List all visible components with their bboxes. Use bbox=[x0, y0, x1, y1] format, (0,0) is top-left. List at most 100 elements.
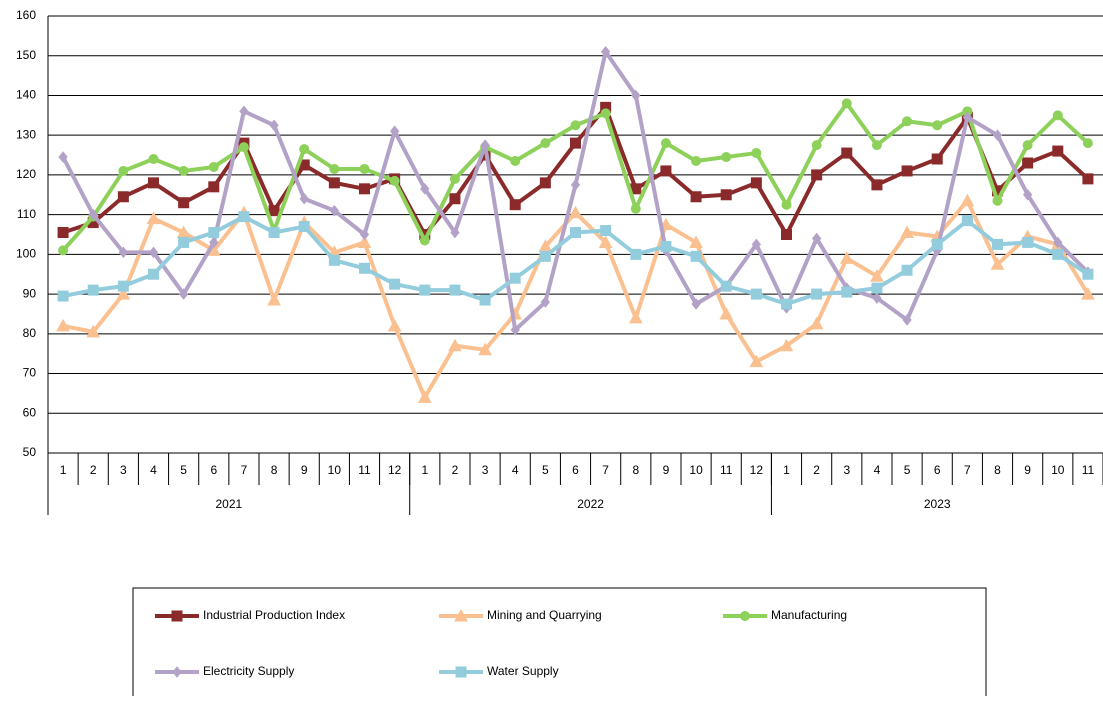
y-tick-label: 100 bbox=[16, 247, 36, 261]
point bbox=[600, 225, 612, 237]
point bbox=[750, 288, 762, 300]
point bbox=[1052, 145, 1064, 157]
point bbox=[721, 152, 732, 163]
point bbox=[781, 229, 792, 240]
point bbox=[962, 111, 972, 124]
x-tick-label: 7 bbox=[241, 463, 248, 477]
point bbox=[87, 284, 99, 296]
legend-label: Manufacturing bbox=[771, 608, 847, 622]
point bbox=[992, 238, 1003, 250]
legend-label: Electricity Supply bbox=[203, 664, 294, 678]
point bbox=[148, 268, 159, 280]
point bbox=[990, 257, 1005, 270]
point bbox=[809, 316, 824, 330]
point bbox=[56, 318, 70, 332]
point bbox=[568, 205, 583, 219]
point bbox=[328, 254, 340, 266]
point bbox=[208, 161, 219, 172]
point bbox=[871, 282, 883, 294]
point bbox=[510, 156, 521, 167]
point bbox=[417, 390, 432, 403]
point bbox=[660, 240, 672, 252]
point bbox=[811, 169, 823, 181]
x-tick-label: 6 bbox=[210, 463, 217, 477]
point bbox=[902, 116, 913, 127]
x-tick-label: 6 bbox=[572, 463, 579, 477]
point bbox=[509, 272, 521, 284]
y-tick-label: 120 bbox=[16, 167, 36, 181]
point bbox=[839, 251, 854, 264]
x-tick-label: 12 bbox=[750, 463, 764, 477]
x-tick-label: 4 bbox=[512, 463, 519, 477]
y-tick-label: 80 bbox=[23, 326, 37, 340]
x-tick-label: 8 bbox=[632, 463, 639, 477]
point bbox=[720, 189, 732, 201]
point bbox=[479, 294, 491, 306]
point bbox=[86, 324, 101, 338]
point bbox=[238, 142, 249, 153]
point bbox=[1022, 236, 1034, 248]
point bbox=[179, 288, 189, 300]
point bbox=[509, 199, 521, 211]
point bbox=[329, 204, 339, 217]
point bbox=[178, 197, 190, 209]
x-tick-label: 3 bbox=[482, 463, 489, 477]
point bbox=[448, 338, 462, 352]
x-tick-label: 10 bbox=[689, 463, 703, 477]
point bbox=[1082, 138, 1093, 149]
legend-label: Industrial Production Index bbox=[203, 608, 345, 622]
point bbox=[449, 173, 460, 184]
point bbox=[931, 238, 943, 250]
point bbox=[117, 191, 129, 203]
legend-label: Mining and Quarrying bbox=[487, 608, 602, 622]
point bbox=[299, 144, 310, 155]
point bbox=[239, 105, 249, 118]
point bbox=[570, 120, 581, 131]
legend-box bbox=[132, 587, 987, 701]
legend-label: Water Supply bbox=[487, 664, 559, 678]
point bbox=[628, 310, 643, 324]
x-tick-label: 1 bbox=[60, 463, 67, 477]
point bbox=[811, 140, 822, 151]
legend-marker bbox=[740, 611, 750, 621]
point bbox=[510, 324, 520, 336]
point bbox=[811, 288, 823, 300]
point bbox=[178, 165, 189, 176]
group-label: 2023 bbox=[924, 497, 951, 511]
point bbox=[841, 147, 853, 159]
point bbox=[118, 246, 128, 259]
y-tick-label: 110 bbox=[17, 207, 36, 221]
point bbox=[238, 211, 250, 223]
group-label: 2021 bbox=[216, 497, 243, 511]
point bbox=[329, 163, 340, 174]
point bbox=[57, 290, 69, 302]
x-tick-label: 4 bbox=[874, 463, 881, 477]
x-tick-label: 10 bbox=[328, 463, 342, 477]
point bbox=[719, 306, 734, 320]
point bbox=[870, 269, 884, 282]
point bbox=[871, 179, 883, 191]
point bbox=[601, 45, 611, 58]
point bbox=[540, 296, 550, 308]
point bbox=[269, 119, 279, 132]
point bbox=[901, 165, 913, 177]
point bbox=[691, 298, 701, 310]
x-tick-label: 1 bbox=[783, 463, 790, 477]
point bbox=[359, 228, 370, 241]
point bbox=[1022, 157, 1034, 169]
x-tick-label: 2 bbox=[452, 463, 459, 477]
point bbox=[1081, 287, 1095, 300]
x-tick-label: 8 bbox=[994, 463, 1001, 477]
x-tick-label: 4 bbox=[150, 463, 157, 477]
point bbox=[268, 205, 280, 217]
x-tick-label: 8 bbox=[271, 463, 278, 477]
point bbox=[478, 342, 492, 356]
point bbox=[931, 153, 943, 165]
point bbox=[691, 156, 702, 167]
point bbox=[178, 236, 190, 248]
point bbox=[631, 89, 641, 102]
point bbox=[1082, 268, 1094, 280]
point bbox=[1022, 188, 1033, 201]
point bbox=[420, 183, 430, 195]
